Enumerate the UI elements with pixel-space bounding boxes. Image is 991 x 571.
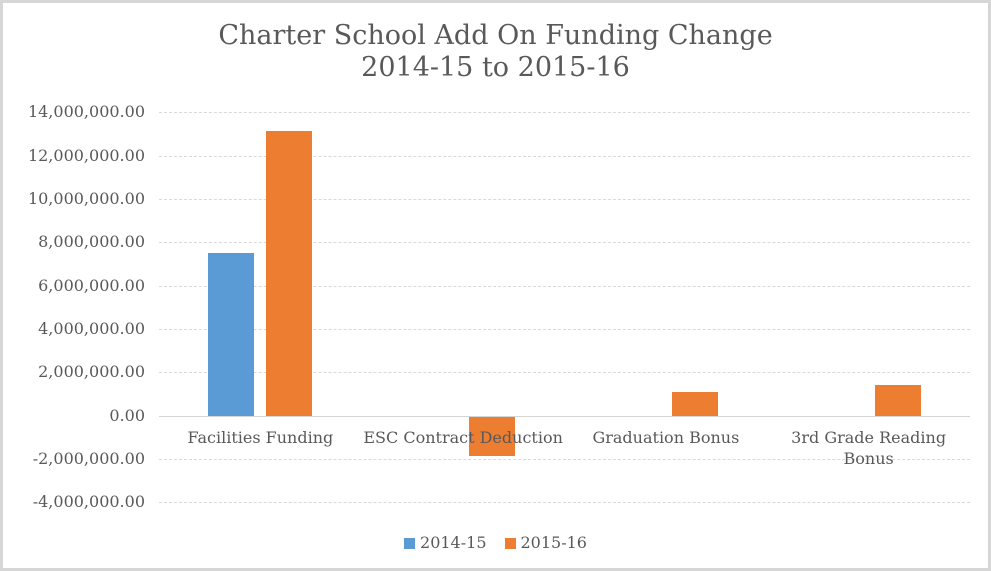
x-axis-label-line: Bonus (843, 449, 894, 468)
gridline (159, 242, 970, 244)
x-axis-label-line: 3rd Grade Reading (791, 428, 947, 447)
y-axis-tick-label: -4,000,000.00 (32, 492, 145, 512)
gridline (159, 458, 970, 460)
y-axis-tick-label: 6,000,000.00 (38, 275, 145, 295)
x-axis-label-line: Graduation Bonus (592, 428, 740, 447)
y-axis-tick-label: 2,000,000.00 (38, 362, 145, 382)
bar-2015-16-3rd-grade-reading-bonus[interactable] (874, 385, 921, 416)
legend-item-2014-15[interactable]: 2014-15 (404, 533, 487, 553)
x-axis-label-line: Facilities Funding (187, 428, 334, 447)
x-axis-label-graduation-bonus: Graduation Bonus (566, 427, 766, 448)
x-axis-label-line: ESC Contract Deduction (363, 428, 563, 447)
gridline (159, 285, 970, 287)
gridline (159, 155, 970, 157)
y-axis-tick-label: 14,000,000.00 (27, 102, 145, 122)
bar-2015-16-esc-contract-deduction[interactable] (469, 416, 516, 456)
chart-title: Charter School Add On Funding Change (218, 20, 773, 51)
bar-2015-16-facilities-funding[interactable] (266, 130, 313, 416)
legend-label: 2014-15 (420, 533, 487, 552)
gridline (159, 112, 970, 114)
x-axis-label-facilities-funding: Facilities Funding (160, 427, 360, 448)
x-axis-label-esc-contract-deduction: ESC Contract Deduction (363, 427, 563, 448)
legend: 2014-15 2015-16 (3, 533, 988, 553)
y-axis-tick-label: 8,000,000.00 (38, 232, 145, 252)
y-axis-tick-label: 12,000,000.00 (27, 145, 145, 165)
y-axis-tick-label: 10,000,000.00 (27, 188, 145, 208)
legend-label: 2015-16 (520, 533, 587, 552)
gridline (159, 372, 970, 374)
legend-color-swatch (404, 537, 416, 549)
y-axis-tick-label: 0.00 (109, 405, 145, 425)
legend-item-2015-16[interactable]: 2015-16 (504, 533, 587, 553)
legend-color-swatch (504, 537, 516, 549)
bar-2014-15-facilities-funding[interactable] (208, 253, 255, 416)
x-axis-label-3rd-grade-reading-bonus: 3rd Grade Reading Bonus (769, 427, 969, 469)
bar-2015-16-graduation-bonus[interactable] (671, 391, 718, 416)
gridline (159, 328, 970, 330)
gridline (159, 198, 970, 200)
zero-axis-line (159, 415, 970, 417)
gridline (159, 502, 970, 504)
chart-subtitle: 2014-15 to 2015-16 (361, 52, 630, 83)
y-axis-tick-label: -2,000,000.00 (32, 448, 145, 468)
chart-title-block: Charter School Add On Funding Change 201… (3, 20, 988, 84)
y-axis-tick-label: 4,000,000.00 (38, 318, 145, 338)
